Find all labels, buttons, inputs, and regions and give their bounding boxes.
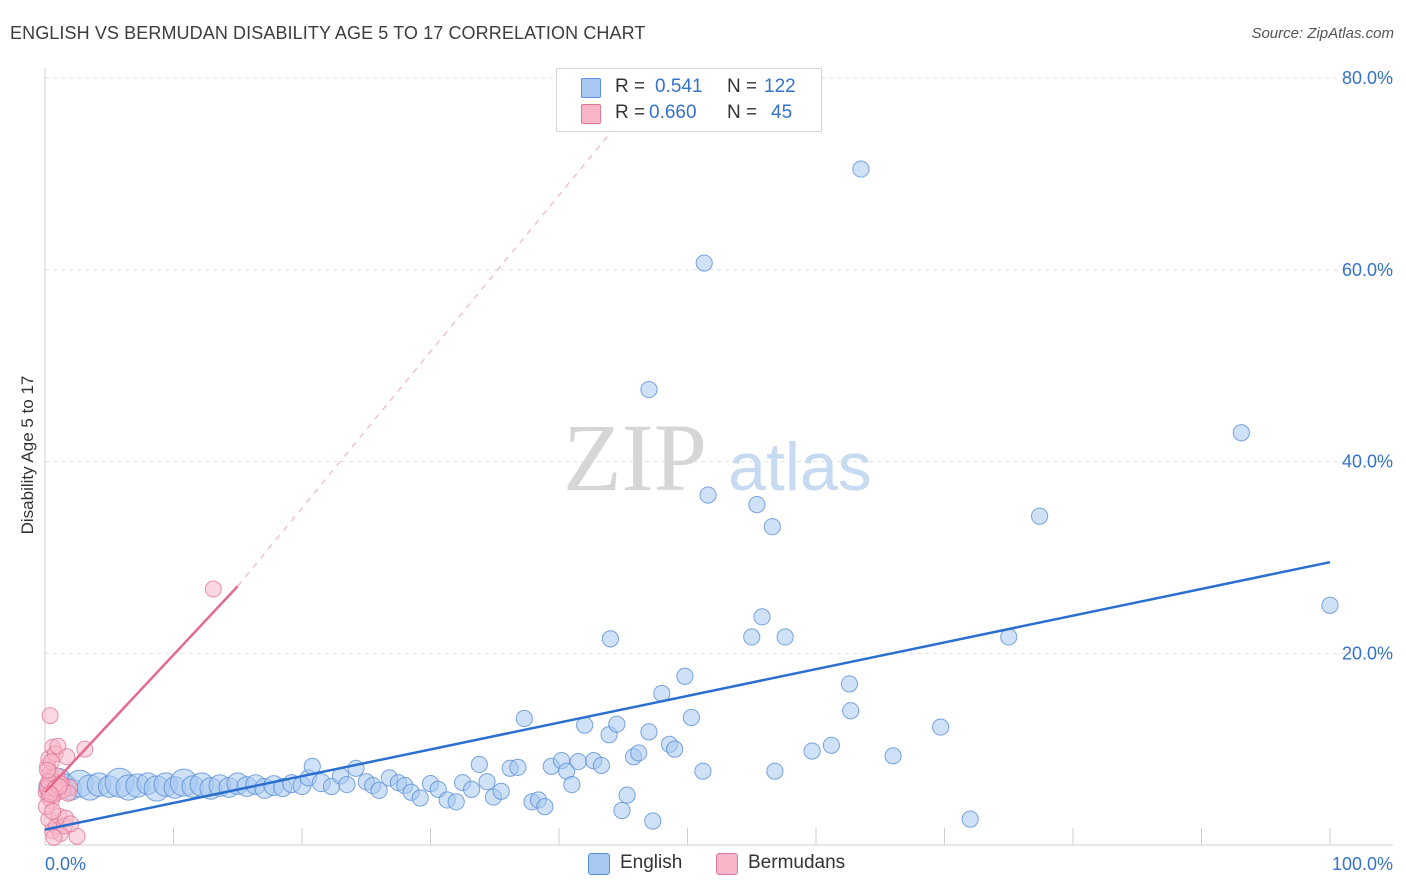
y-tick-label: 20.0% <box>1342 643 1393 663</box>
english-r-label: R = <box>615 76 646 97</box>
watermark-atlas: atlas <box>728 429 872 505</box>
english-point <box>470 755 488 774</box>
bottom-english-swatch <box>588 853 610 875</box>
bermudan-point <box>45 828 63 846</box>
english-point <box>743 628 761 646</box>
english-point <box>563 775 581 794</box>
tick-labels: 20.0% 40.0% 60.0% 80.0% 0.0% 100.0% <box>45 68 1393 874</box>
trendlines <box>44 77 1331 831</box>
english-point <box>536 798 554 816</box>
english-point <box>608 715 626 733</box>
english-point <box>694 762 712 780</box>
english-r-value: 0.541 <box>655 76 703 97</box>
english-point <box>618 786 636 804</box>
chart-title: ENGLISH VS BERMUDAN DISABILITY AGE 5 TO … <box>10 23 646 43</box>
gridlines <box>45 77 1393 654</box>
english-point <box>370 781 388 799</box>
english-point <box>1321 596 1339 614</box>
bermudan-swatch <box>581 104 601 124</box>
bermudan-point <box>204 580 222 598</box>
watermark-zip: ZIP <box>563 404 707 511</box>
english-point <box>569 752 587 771</box>
bottom-bermudan-label: Bermudans <box>748 852 846 873</box>
english-point <box>822 736 841 754</box>
english-point <box>592 756 611 775</box>
english-point <box>961 810 979 828</box>
english-point <box>842 702 860 720</box>
english-point <box>478 773 496 791</box>
english-point <box>763 518 781 536</box>
english-n-value: 122 <box>764 76 796 97</box>
english-swatch <box>581 78 601 98</box>
english-point <box>338 775 356 794</box>
y-tick-label: 40.0% <box>1342 452 1393 472</box>
english-point <box>463 780 481 798</box>
bermudan-point <box>44 802 62 820</box>
bermudan-point <box>39 761 57 779</box>
bermudan-r-label: R = <box>615 102 646 123</box>
english-point <box>411 789 429 807</box>
english-point <box>601 630 620 648</box>
english-n-label: N = <box>727 76 758 97</box>
english-point <box>1232 424 1250 442</box>
english-point <box>699 486 717 504</box>
bermudan-points <box>37 580 222 846</box>
english-point <box>630 744 648 762</box>
english-point <box>803 742 821 760</box>
correlation-legend: R = 0.541 N = 122 R = 0.660 N = 45 <box>556 68 822 132</box>
bermudan-point <box>58 748 76 766</box>
english-point <box>666 740 684 758</box>
english-point <box>932 718 950 736</box>
bottom-bermudan-swatch <box>716 853 738 875</box>
english-point <box>640 380 658 399</box>
y-axis-label: Disability Age 5 to 17 <box>18 375 37 535</box>
english-point <box>766 762 784 780</box>
english-point <box>515 709 533 728</box>
english-trendline <box>44 560 1331 831</box>
watermark: ZIP atlas <box>563 404 872 511</box>
english-point <box>753 608 771 626</box>
english-point <box>644 812 662 830</box>
y-tick-label: 80.0% <box>1342 68 1393 88</box>
english-point <box>682 708 700 727</box>
bermudan-r-value: 0.660 <box>649 102 697 123</box>
english-point <box>852 160 870 178</box>
english-point <box>613 801 631 820</box>
english-point <box>1030 507 1049 525</box>
source-credit: Source: ZipAtlas.com <box>1251 25 1394 42</box>
x-tick-label-min: 0.0% <box>45 854 86 874</box>
english-point <box>776 628 794 646</box>
y-tick-label: 60.0% <box>1342 260 1393 280</box>
english-point <box>676 667 694 685</box>
english-point <box>695 254 713 272</box>
english-point <box>640 723 658 741</box>
axes <box>44 68 1393 846</box>
bermudan-point <box>41 707 59 725</box>
bermudan-trendline-extension <box>237 77 656 587</box>
bermudan-trendline <box>44 585 239 794</box>
english-point <box>447 793 465 811</box>
x-tick-label-max: 100.0% <box>1332 854 1393 874</box>
bermudan-n-value: 45 <box>771 102 793 123</box>
bottom-english-label: English <box>620 852 683 873</box>
english-point <box>748 496 766 514</box>
english-point <box>492 782 510 800</box>
english-point <box>509 758 527 776</box>
bermudan-n-label: N = <box>727 102 758 123</box>
english-point <box>884 747 902 765</box>
english-point <box>840 675 859 693</box>
